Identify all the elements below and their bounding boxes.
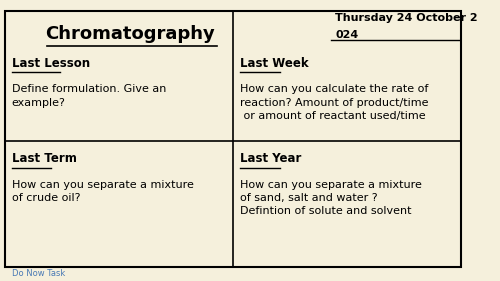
Text: Last Term: Last Term — [12, 152, 76, 165]
Text: Last Week: Last Week — [240, 57, 308, 70]
Text: How can you calculate the rate of
reaction? Amount of product/time
 or amount of: How can you calculate the rate of reacti… — [240, 84, 428, 121]
Text: Chromatography: Chromatography — [46, 25, 215, 43]
Text: Thursday 24 October 2: Thursday 24 October 2 — [336, 13, 478, 23]
Text: How can you separate a mixture
of crude oil?: How can you separate a mixture of crude … — [12, 180, 194, 203]
Text: How can you separate a mixture
of sand, salt and water ?
Defintion of solute and: How can you separate a mixture of sand, … — [240, 180, 422, 216]
Text: Last Lesson: Last Lesson — [12, 57, 90, 70]
Text: Last Year: Last Year — [240, 152, 302, 165]
Text: 024: 024 — [336, 30, 358, 40]
Text: Do Now Task: Do Now Task — [12, 269, 65, 278]
Text: Define formulation. Give an
example?: Define formulation. Give an example? — [12, 84, 166, 108]
